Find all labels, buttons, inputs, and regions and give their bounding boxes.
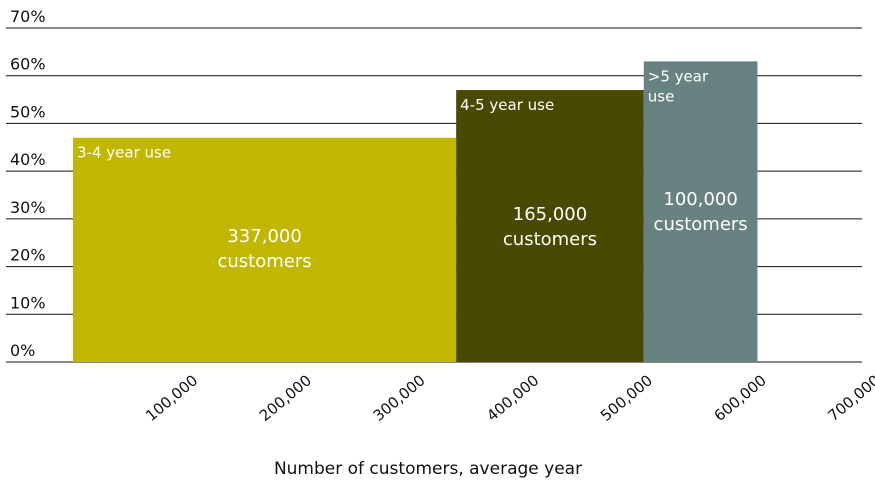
customer-count-label: 337,000 [227, 226, 301, 247]
y-tick-label: 60% [10, 55, 46, 74]
y-tick-label: 30% [10, 198, 46, 217]
x-tick-label: 100,000 [142, 371, 201, 425]
bar-3 [643, 61, 758, 363]
y-tick-label: 10% [10, 293, 46, 312]
x-tick-label: 700,000 [824, 371, 875, 425]
customer-count-label: customers [654, 214, 748, 235]
bar-1 [73, 137, 457, 362]
x-tick-label: 400,000 [483, 371, 542, 425]
y-tick-label: 70% [10, 7, 46, 26]
y-tick-label: 40% [10, 150, 46, 169]
x-tick-label: 500,000 [597, 371, 656, 425]
series-label: >5 year [648, 67, 709, 85]
series-label: use [648, 87, 675, 105]
y-tick-label: 20% [10, 246, 46, 265]
customer-count-label: 100,000 [663, 189, 737, 210]
y-axis-ticks: 0% 10% 20% 30% 40% 50% 60% 70% [10, 7, 46, 360]
y-tick-label: 0% [10, 341, 35, 360]
bars: 3-4 year use 337,000 customers 4-5 year use… [73, 61, 758, 363]
x-tick-label: 600,000 [711, 371, 770, 425]
bar-2 [456, 90, 644, 363]
x-tick-label: 300,000 [370, 371, 429, 425]
x-tick-label: 200,000 [256, 371, 315, 425]
x-axis-label: Number of customers, average year [274, 459, 582, 479]
series-label: 3-4 year use [77, 144, 171, 162]
x-axis-ticks: 100,000 200,000 300,000 400,000 500,000 600,0… [142, 371, 875, 425]
customer-count-label: customers [218, 251, 312, 272]
customer-count-label: 165,000 [513, 204, 587, 225]
series-label: 4-5 year use [460, 96, 554, 114]
customer-count-label: customers [503, 229, 597, 250]
y-tick-label: 50% [10, 102, 46, 121]
